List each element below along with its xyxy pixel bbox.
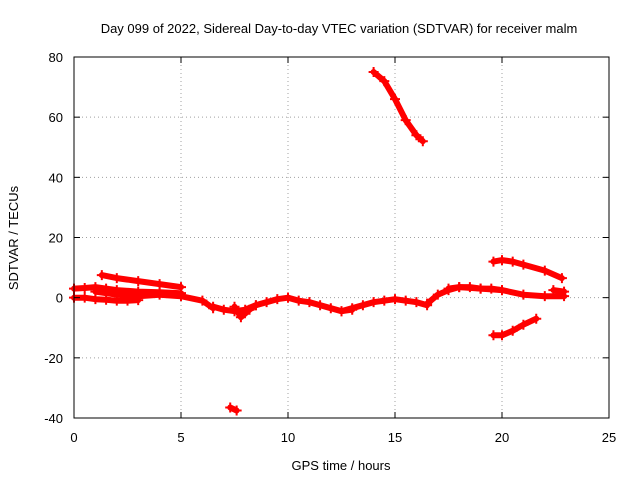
data-point (96, 270, 107, 281)
data-point (548, 285, 559, 296)
data-point (347, 303, 358, 314)
series-line-track-6 (231, 302, 259, 321)
data-point (229, 301, 240, 312)
x-tick-label: 20 (495, 430, 509, 445)
data-point (518, 319, 529, 330)
data-point (111, 289, 122, 300)
data-point (111, 273, 122, 284)
data-point (208, 301, 219, 312)
y-tick-label: 20 (49, 231, 63, 246)
data-point (531, 313, 542, 324)
series-line-track-10 (445, 284, 568, 300)
data-point (325, 303, 336, 314)
y-tick-label: 80 (49, 50, 63, 65)
data-point (432, 289, 443, 300)
data-point (225, 402, 236, 413)
data-point (400, 115, 411, 126)
y-axis-label: SDTVAR / TECUs (6, 185, 21, 290)
data-point (518, 289, 529, 300)
x-tick-label: 0 (70, 430, 77, 445)
data-point (443, 283, 454, 294)
data-point (101, 294, 112, 305)
y-tick-label: 0 (56, 291, 63, 306)
data-point (283, 292, 293, 303)
data-point (488, 256, 499, 267)
data-point (518, 259, 529, 270)
data-point (154, 279, 165, 290)
x-tick-label: 10 (281, 430, 295, 445)
data-point (368, 67, 379, 78)
data-point (250, 300, 261, 311)
data-point (197, 295, 208, 306)
data-point (539, 265, 550, 276)
data-point (556, 273, 567, 284)
data-point (304, 297, 315, 308)
data-point (488, 330, 499, 341)
data-point (390, 94, 400, 105)
x-tick-label: 15 (388, 430, 402, 445)
data-point (559, 286, 570, 297)
data-point (417, 136, 428, 147)
data-point (497, 330, 507, 341)
grid-lines (74, 57, 609, 418)
data-point (218, 304, 229, 315)
y-tick-label: -20 (44, 351, 63, 366)
data-point (368, 297, 379, 308)
axis-tick-labels: 0 5 10 15 20 25 -40 -20 0 20 40 60 80 (44, 50, 616, 445)
data-point (90, 286, 101, 297)
data-point (154, 289, 165, 300)
x-tick-label: 25 (602, 430, 616, 445)
data-point (261, 297, 272, 308)
data-point (539, 291, 550, 302)
axis-ticks (73, 56, 610, 419)
series-line-track-14 (490, 257, 565, 282)
data-point (411, 297, 422, 308)
data-point (400, 295, 411, 306)
data-point (79, 283, 90, 294)
data-point (497, 285, 507, 296)
data-point (422, 298, 433, 309)
data-point (176, 282, 186, 293)
data-point (235, 312, 246, 323)
data-point (272, 294, 283, 305)
data-point (315, 300, 326, 311)
data-point (79, 292, 90, 303)
data-point (411, 130, 422, 141)
data-point (379, 76, 390, 87)
y-tick-label: -40 (44, 411, 63, 426)
data-point (357, 300, 368, 311)
chart-title: Day 099 of 2022, Sidereal Day-to-day VTE… (101, 21, 578, 36)
data-point (475, 283, 486, 294)
data-point (293, 295, 304, 306)
data-point (133, 276, 144, 287)
data-point (231, 405, 242, 416)
data-point (133, 291, 144, 302)
data-series (69, 67, 570, 416)
data-point (497, 255, 507, 266)
x-axis-label: GPS time / hours (292, 458, 391, 473)
data-point (379, 295, 390, 306)
data-point (507, 325, 518, 336)
y-tick-label: 60 (49, 110, 63, 125)
x-tick-label: 5 (177, 430, 184, 445)
data-point (176, 291, 186, 302)
data-point (336, 306, 347, 317)
y-tick-label: 40 (49, 170, 63, 185)
data-point (390, 294, 400, 305)
data-point (454, 282, 465, 293)
data-point (244, 304, 255, 315)
series-line-track-15 (490, 315, 540, 339)
data-point (507, 256, 518, 267)
